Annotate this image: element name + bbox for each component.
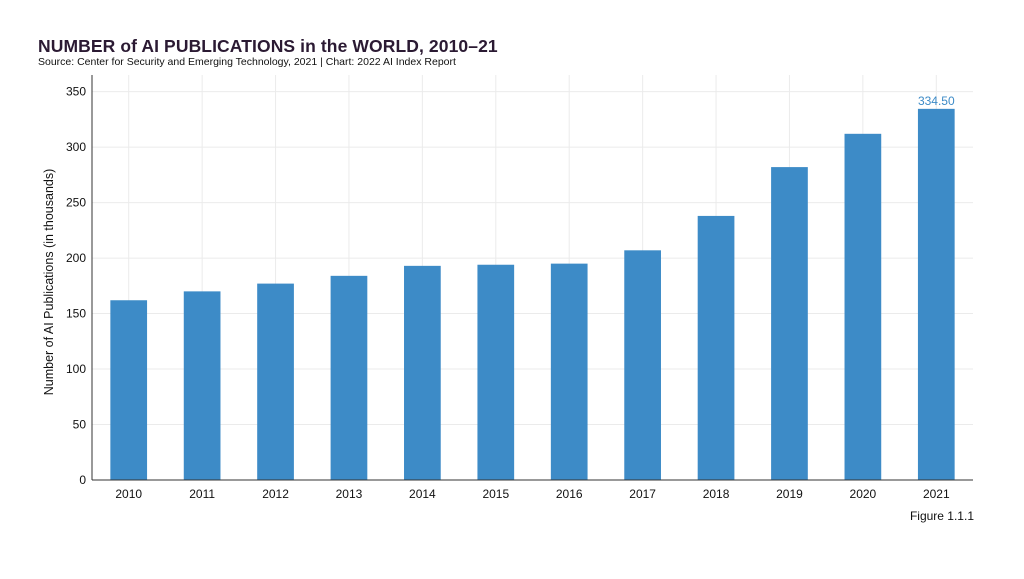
- x-tick-label: 2019: [776, 487, 803, 501]
- x-tick-label: 2017: [629, 487, 656, 501]
- x-tick-label: 2014: [409, 487, 436, 501]
- x-tick-label: 2010: [115, 487, 142, 501]
- grid-layer: [92, 75, 973, 480]
- x-tick-label: 2018: [703, 487, 730, 501]
- y-tick-label: 50: [73, 418, 87, 432]
- y-tick-label: 0: [79, 473, 86, 487]
- x-tick-label: 2011: [189, 487, 215, 501]
- bar-2018: [697, 215, 735, 481]
- y-tick-label: 350: [66, 85, 86, 99]
- bar-2020: [844, 133, 882, 480]
- x-tick-label: 2015: [482, 487, 509, 501]
- bar-2015: [477, 264, 515, 480]
- bar-layer: [110, 108, 955, 481]
- bar-2014: [404, 265, 441, 480]
- y-tick-label: 300: [66, 140, 86, 154]
- bar-2013: [330, 275, 368, 480]
- x-tick-label: 2012: [262, 487, 289, 501]
- bar-2011: [183, 291, 221, 480]
- bar-2012: [257, 283, 294, 480]
- x-tick-label: 2020: [850, 487, 877, 501]
- y-tick-label: 250: [66, 196, 86, 210]
- bar-2016: [550, 263, 588, 480]
- y-tick-label: 150: [66, 307, 86, 321]
- axis-layer: [91, 75, 973, 481]
- bar-2021: [917, 108, 955, 480]
- bar-2010: [110, 300, 148, 480]
- chart-source: Source: Center for Security and Emerging…: [38, 56, 456, 68]
- x-tick-label: 2021: [923, 487, 950, 501]
- x-tick-label: 2013: [336, 487, 363, 501]
- chart-title: NUMBER of AI PUBLICATIONS in the WORLD, …: [38, 36, 498, 56]
- figure-label: Figure 1.1.1: [909, 509, 974, 523]
- bar-2019: [771, 167, 808, 480]
- label-layer: 0 50 100 150 200 250 300 350 2010 2011 2012 2013 201…: [66, 85, 955, 501]
- y-axis-title: Number of AI Publications (in thousands): [42, 169, 56, 396]
- data-label-2021: 334.50: [918, 94, 955, 108]
- bar-2017: [624, 250, 661, 480]
- y-tick-label: 100: [66, 362, 86, 376]
- y-tick-label: 200: [66, 251, 86, 265]
- x-tick-label: 2016: [556, 487, 583, 501]
